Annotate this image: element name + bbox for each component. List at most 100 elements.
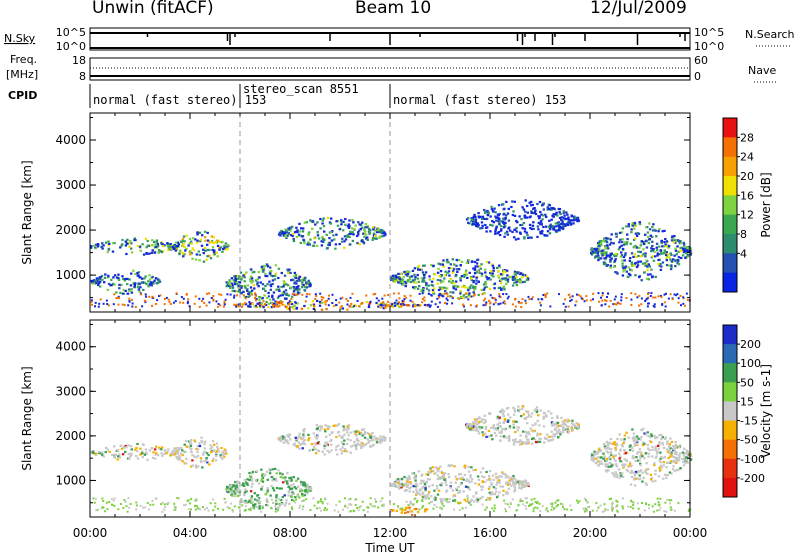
- echo-cell: [107, 276, 110, 279]
- echo-cell: [639, 464, 642, 467]
- echo-cell: [631, 428, 634, 431]
- echo-cell: [621, 259, 624, 262]
- echo-cell: [371, 432, 374, 435]
- echo-cell: [686, 250, 689, 253]
- echo-cell: [616, 444, 619, 447]
- echo-cell: [440, 281, 443, 284]
- echo-cell: [421, 493, 424, 496]
- echo-cell: [414, 497, 417, 500]
- echo-cell: [571, 429, 575, 432]
- echo-cell: [118, 283, 121, 286]
- echo-cell: [113, 504, 116, 507]
- echo-cell: [605, 447, 608, 450]
- echo-cell: [185, 457, 188, 460]
- echo-cell: [659, 249, 662, 252]
- echo-cell: [346, 235, 349, 238]
- echo-cell: [417, 264, 421, 267]
- echo-cell: [444, 499, 447, 502]
- echo-cell: [213, 253, 216, 256]
- echo-cell: [141, 455, 144, 459]
- echo-cell: [488, 470, 492, 473]
- echo-cell: [645, 462, 648, 465]
- echo-cell: [676, 293, 679, 296]
- echo-cell: [622, 266, 625, 269]
- echo-cell: [292, 239, 296, 243]
- echo-cell: [233, 275, 236, 278]
- echo-cell: [590, 458, 593, 461]
- echo-cell: [207, 453, 210, 457]
- echo-cell: [605, 251, 608, 254]
- echo-cell: [665, 448, 669, 451]
- echo-cell: [485, 506, 488, 509]
- echo-cell: [421, 506, 424, 509]
- echo-cell: [321, 237, 325, 241]
- echo-cell: [626, 241, 629, 244]
- echo-cell: [184, 249, 187, 252]
- echo-cell: [575, 216, 579, 220]
- echo-cell: [332, 234, 335, 237]
- echo-cell: [620, 293, 623, 296]
- echo-cell: [188, 446, 192, 449]
- echo-cell: [326, 449, 329, 452]
- echo-cell: [635, 246, 638, 249]
- echo-cell: [430, 294, 433, 297]
- echo-cell: [615, 254, 618, 257]
- echo-cell: [266, 491, 269, 494]
- echo-cell: [92, 451, 95, 455]
- echo-cell: [337, 423, 341, 426]
- echo-cell: [677, 301, 680, 304]
- echo-cell: [549, 208, 552, 211]
- echo-cell: [366, 236, 369, 239]
- echo-cell: [328, 425, 331, 428]
- echo-cell: [562, 227, 565, 230]
- echo-cell: [190, 439, 193, 442]
- echo-cell: [374, 229, 377, 232]
- echo-cell: [183, 245, 186, 249]
- echo-cell: [146, 244, 149, 247]
- echo-cell: [304, 300, 307, 303]
- echo-cell: [410, 502, 413, 505]
- echo-cell: [550, 412, 553, 415]
- echo-cell: [297, 435, 300, 438]
- echo-cell: [287, 494, 290, 497]
- echo-cell: [265, 470, 269, 473]
- echo-cell: [104, 446, 108, 450]
- echo-cell: [307, 241, 310, 244]
- echo-cell: [147, 280, 150, 283]
- echo-cell: [279, 499, 283, 502]
- echo-cell: [454, 288, 458, 291]
- echo-cell: [613, 259, 617, 262]
- echo-cell: [313, 504, 316, 507]
- echo-cell: [494, 298, 497, 301]
- echo-cell: [381, 235, 384, 238]
- echo-cell: [189, 440, 192, 443]
- echo-cell: [543, 436, 547, 439]
- echo-cell: [560, 424, 563, 427]
- noise-ylabel-right: N.Search: [745, 28, 795, 41]
- echo-cell: [422, 497, 425, 500]
- echo-cell: [562, 426, 565, 429]
- echo-cell: [604, 299, 606, 302]
- echo-cell: [99, 276, 102, 279]
- echo-cell: [666, 461, 669, 464]
- echo-cell: [285, 499, 288, 502]
- echo-cell: [167, 501, 170, 504]
- echo-cell: [561, 420, 564, 423]
- echo-cell: [634, 437, 637, 440]
- echo-cell: [113, 293, 116, 296]
- echo-cell: [400, 486, 403, 489]
- echo-cell: [626, 275, 629, 278]
- echo-cell: [634, 232, 638, 235]
- echo-cell: [474, 265, 477, 268]
- echo-cell: [393, 304, 397, 307]
- echo-cell: [219, 454, 222, 457]
- echo-cell: [398, 305, 401, 309]
- echo-cell: [497, 303, 500, 306]
- echo-cell: [645, 277, 649, 280]
- echo-cell: [292, 492, 295, 495]
- echo-cell: [446, 498, 449, 501]
- echo-cell: [524, 199, 527, 202]
- echo-cell: [521, 227, 524, 230]
- echo-cell: [555, 505, 558, 508]
- echo-cell: [314, 452, 318, 455]
